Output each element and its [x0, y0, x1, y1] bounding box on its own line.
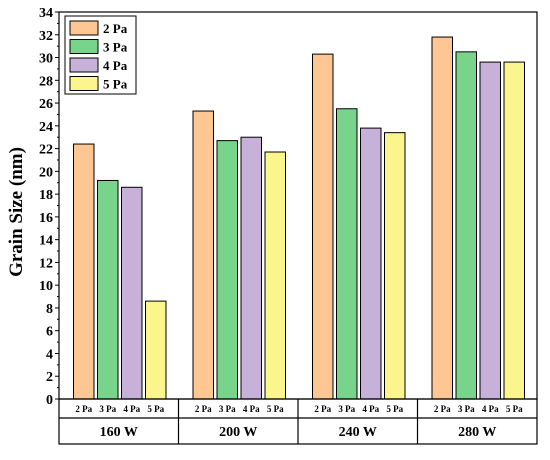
- y-tick-label: 30: [39, 52, 53, 67]
- y-tick-label: 24: [39, 120, 53, 135]
- y-tick-label: 0: [46, 393, 53, 408]
- x-category-label: 2 Pa: [195, 404, 212, 414]
- bar-280w-3pa: [455, 51, 477, 400]
- bar-160w-3pa: [97, 179, 119, 400]
- x-category-label: 5 Pa: [267, 404, 284, 414]
- y-tick-label: 10: [39, 279, 53, 294]
- legend-swatch: [69, 20, 99, 36]
- legend-swatch: [69, 39, 99, 54]
- legend-label: 4 Pa: [103, 58, 128, 73]
- y-axis-title: Grain Size (nm): [6, 147, 27, 277]
- bar-280w-4pa: [479, 61, 501, 400]
- x-category-label: 2 Pa: [314, 404, 331, 414]
- x-category-label: 4 Pa: [243, 404, 260, 414]
- legend-label: 5 Pa: [103, 77, 128, 92]
- x-category-label: 5 Pa: [386, 404, 403, 414]
- y-tick-label: 16: [39, 211, 53, 226]
- x-category-label: 2 Pa: [75, 404, 92, 414]
- y-tick-label: 26: [39, 97, 53, 112]
- y-tick-label: 4: [46, 347, 53, 362]
- bar-240w-2pa: [312, 53, 334, 400]
- x-category-label: 4 Pa: [123, 404, 140, 414]
- x-group-label: 240 W: [339, 425, 377, 440]
- y-tick-label: 12: [39, 256, 53, 271]
- bar-240w-5pa: [384, 132, 406, 400]
- x-group-label: 200 W: [219, 425, 257, 440]
- y-tick-label: 20: [39, 165, 53, 180]
- bar-280w-5pa: [503, 61, 525, 400]
- bar-280w-2pa: [431, 36, 453, 400]
- bar-200w-5pa: [264, 151, 286, 400]
- x-category-label: 5 Pa: [147, 404, 164, 414]
- bar-240w-4pa: [360, 127, 382, 400]
- y-tick-label: 22: [39, 143, 53, 158]
- x-category-label: 3 Pa: [219, 404, 236, 414]
- y-tick-label: 2: [46, 370, 53, 385]
- legend-label: 3 Pa: [103, 40, 128, 55]
- legend-label: 2 Pa: [103, 21, 128, 36]
- x-category-label: 3 Pa: [338, 404, 355, 414]
- x-category-label: 4 Pa: [482, 404, 499, 414]
- bar-160w-5pa: [145, 300, 167, 400]
- x-category-label: 4 Pa: [362, 404, 379, 414]
- x-category-label: 2 Pa: [434, 404, 451, 414]
- x-category-label: 3 Pa: [458, 404, 475, 414]
- y-tick-label: 14: [39, 234, 53, 249]
- legend-swatch: [69, 76, 99, 91]
- bar-160w-2pa: [73, 143, 95, 400]
- legend-swatch: [69, 57, 99, 73]
- bar-200w-2pa: [192, 110, 214, 400]
- x-group-label: 280 W: [458, 425, 496, 440]
- bar-200w-3pa: [216, 140, 238, 400]
- y-tick-label: 8: [46, 302, 53, 317]
- bar-240w-3pa: [336, 108, 358, 400]
- y-tick-label: 6: [46, 325, 53, 340]
- y-tick-label: 28: [39, 74, 53, 89]
- y-tick-label: 32: [39, 29, 53, 44]
- y-tick-label: 18: [39, 188, 53, 203]
- y-tick-label: 34: [39, 6, 53, 21]
- bar-200w-4pa: [240, 136, 262, 400]
- x-category-label: 3 Pa: [99, 404, 116, 414]
- x-group-label: 160 W: [100, 425, 138, 440]
- x-category-label: 5 Pa: [506, 404, 523, 414]
- bar-160w-4pa: [121, 186, 143, 400]
